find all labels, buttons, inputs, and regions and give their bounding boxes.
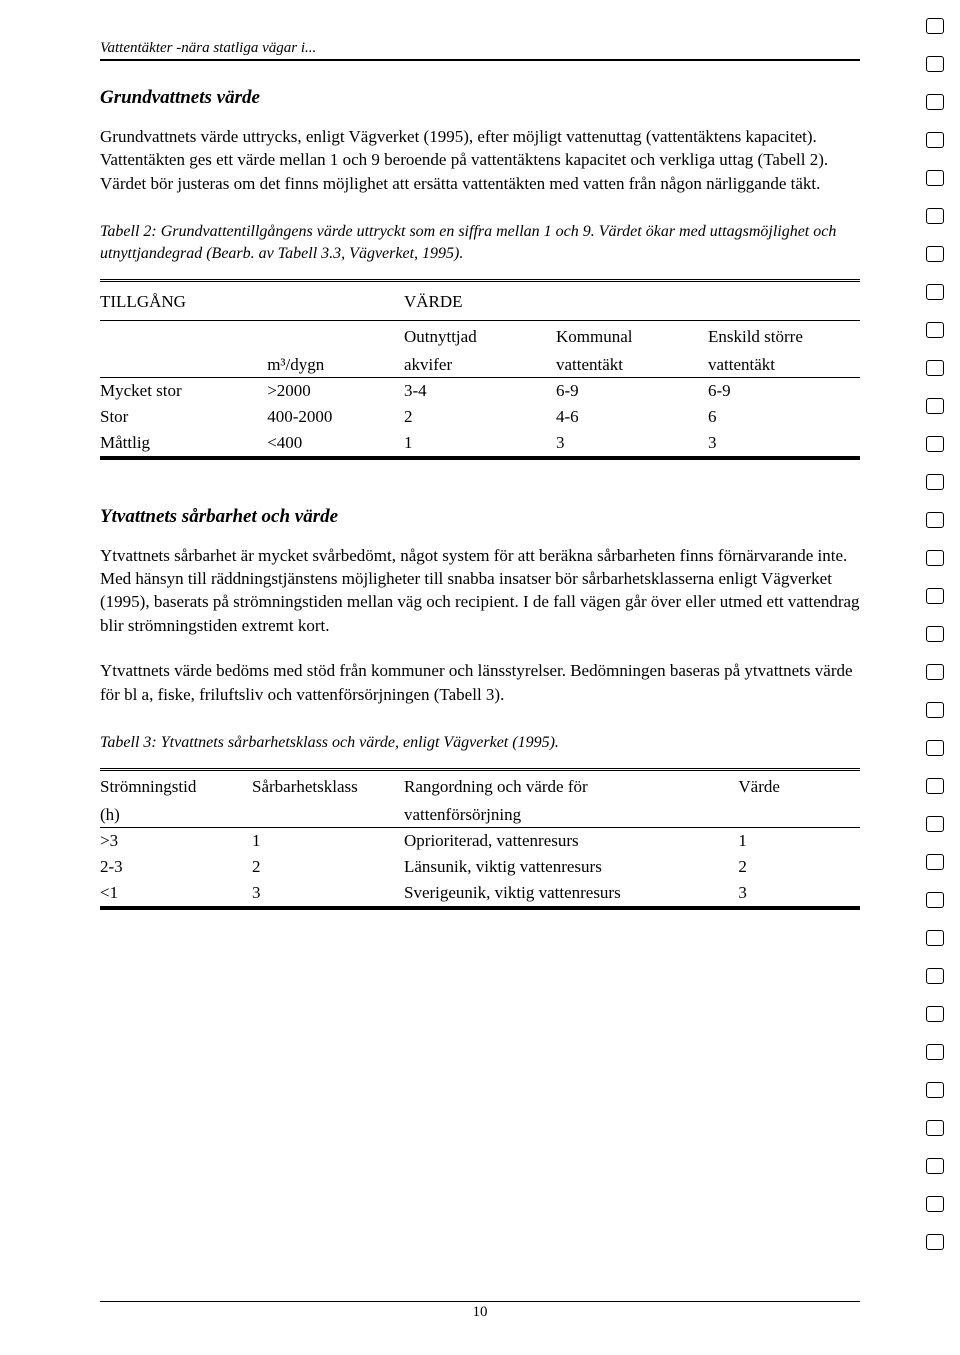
table2-h5a: Enskild större <box>708 320 860 349</box>
cell: 6-9 <box>556 377 708 404</box>
running-head: Vattentäkter -nära statliga vägar i... <box>100 40 860 61</box>
table-row: 2-3 2 Länsunik, viktig vattenresurs 2 <box>100 854 860 880</box>
t3-h3b: vattenförsörjning <box>404 799 738 828</box>
punch-square <box>926 1082 944 1098</box>
cell: 6 <box>708 404 860 430</box>
section2-para2: Ytvattnets värde bedöms med stöd från ko… <box>100 659 860 706</box>
cell: 2-3 <box>100 854 252 880</box>
page-footer: 10 <box>100 1301 860 1321</box>
table2-h2: m³/dygn <box>267 349 404 378</box>
cell: >2000 <box>267 377 404 404</box>
section2-title: Ytvattnets sårbarhet och värde <box>100 506 860 528</box>
table2-h4a: Kommunal <box>556 320 708 349</box>
table-row: >3 1 Oprioriterad, vattenresurs 1 <box>100 827 860 854</box>
cell: 3-4 <box>404 377 556 404</box>
table2-h4b: vattentäkt <box>556 349 708 378</box>
cell: 1 <box>738 827 860 854</box>
cell: Stor <box>100 404 267 430</box>
punch-square <box>926 740 944 756</box>
t3-h4: Värde <box>738 769 860 799</box>
punch-square <box>926 94 944 110</box>
cell: 3 <box>252 880 404 908</box>
table3: Strömningstid Sårbarhetsklass Rangordnin… <box>100 768 860 910</box>
table-row: Stor 400-2000 2 4-6 6 <box>100 404 860 430</box>
cell: >3 <box>100 827 252 854</box>
punch-square <box>926 1234 944 1250</box>
punch-square <box>926 322 944 338</box>
cell: 3 <box>556 430 708 458</box>
cell: 2 <box>404 404 556 430</box>
punch-square <box>926 816 944 832</box>
cell: <400 <box>267 430 404 458</box>
table-row: Mycket stor >2000 3-4 6-9 6-9 <box>100 377 860 404</box>
table2-section-left: TILLGÅNG <box>100 280 267 320</box>
cell: 4-6 <box>556 404 708 430</box>
t3-h1a: Strömningstid <box>100 769 252 799</box>
cell: 3 <box>708 430 860 458</box>
section1-title: Grundvattnets värde <box>100 87 860 109</box>
table2-h5b: vattentäkt <box>708 349 860 378</box>
table2-section-right: VÄRDE <box>404 280 556 320</box>
punch-square <box>926 246 944 262</box>
cell: 6-9 <box>708 377 860 404</box>
page-number: 10 <box>473 1304 488 1320</box>
punch-square <box>926 854 944 870</box>
cell: Mycket stor <box>100 377 267 404</box>
punch-square <box>926 550 944 566</box>
t3-h2: Sårbarhetsklass <box>252 769 404 799</box>
punch-square <box>926 18 944 34</box>
punch-square <box>926 930 944 946</box>
cell: Sverigeunik, viktig vattenresurs <box>404 880 738 908</box>
punch-square <box>926 360 944 376</box>
punch-square <box>926 398 944 414</box>
cell: 2 <box>738 854 860 880</box>
punch-square <box>926 1044 944 1060</box>
section1-para1: Grundvattnets värde uttrycks, enligt Väg… <box>100 125 860 195</box>
punch-square <box>926 284 944 300</box>
punch-square <box>926 1196 944 1212</box>
punch-square <box>926 1006 944 1022</box>
table2-caption: Tabell 2: Grundvattentillgångens värde u… <box>100 221 860 264</box>
punch-square <box>926 512 944 528</box>
cell: Oprioriterad, vattenresurs <box>404 827 738 854</box>
table2-h3a: Outnyttjad <box>404 320 556 349</box>
punch-square <box>926 778 944 794</box>
cell: <1 <box>100 880 252 908</box>
page: Vattentäkter -nära statliga vägar i... G… <box>0 0 960 1355</box>
punch-square <box>926 208 944 224</box>
cell: 1 <box>404 430 556 458</box>
t3-h3a: Rangordning och värde för <box>404 769 738 799</box>
t3-h1b: (h) <box>100 799 252 828</box>
punch-square <box>926 170 944 186</box>
table2: TILLGÅNG VÄRDE Outnyttjad Kommunal Enski… <box>100 279 860 460</box>
punch-square <box>926 968 944 984</box>
punch-square <box>926 132 944 148</box>
cell: 2 <box>252 854 404 880</box>
punch-square <box>926 664 944 680</box>
table3-caption: Tabell 3: Ytvattnets sårbarhetsklass och… <box>100 732 860 754</box>
table-row: <1 3 Sverigeunik, viktig vattenresurs 3 <box>100 880 860 908</box>
punch-square <box>926 436 944 452</box>
punch-square <box>926 702 944 718</box>
punch-square <box>926 1158 944 1174</box>
cell: 3 <box>738 880 860 908</box>
cell: Länsunik, viktig vattenresurs <box>404 854 738 880</box>
punch-square <box>926 1120 944 1136</box>
punch-square <box>926 892 944 908</box>
table2-h3b: akvifer <box>404 349 556 378</box>
cell: Måttlig <box>100 430 267 458</box>
punch-square <box>926 474 944 490</box>
table-row: Måttlig <400 1 3 3 <box>100 430 860 458</box>
cell: 400-2000 <box>267 404 404 430</box>
punch-square <box>926 626 944 642</box>
section2-para1: Ytvattnets sårbarhet är mycket svårbedöm… <box>100 544 860 638</box>
punch-square <box>926 56 944 72</box>
punch-square <box>926 588 944 604</box>
binding-punches <box>926 18 944 1250</box>
cell: 1 <box>252 827 404 854</box>
